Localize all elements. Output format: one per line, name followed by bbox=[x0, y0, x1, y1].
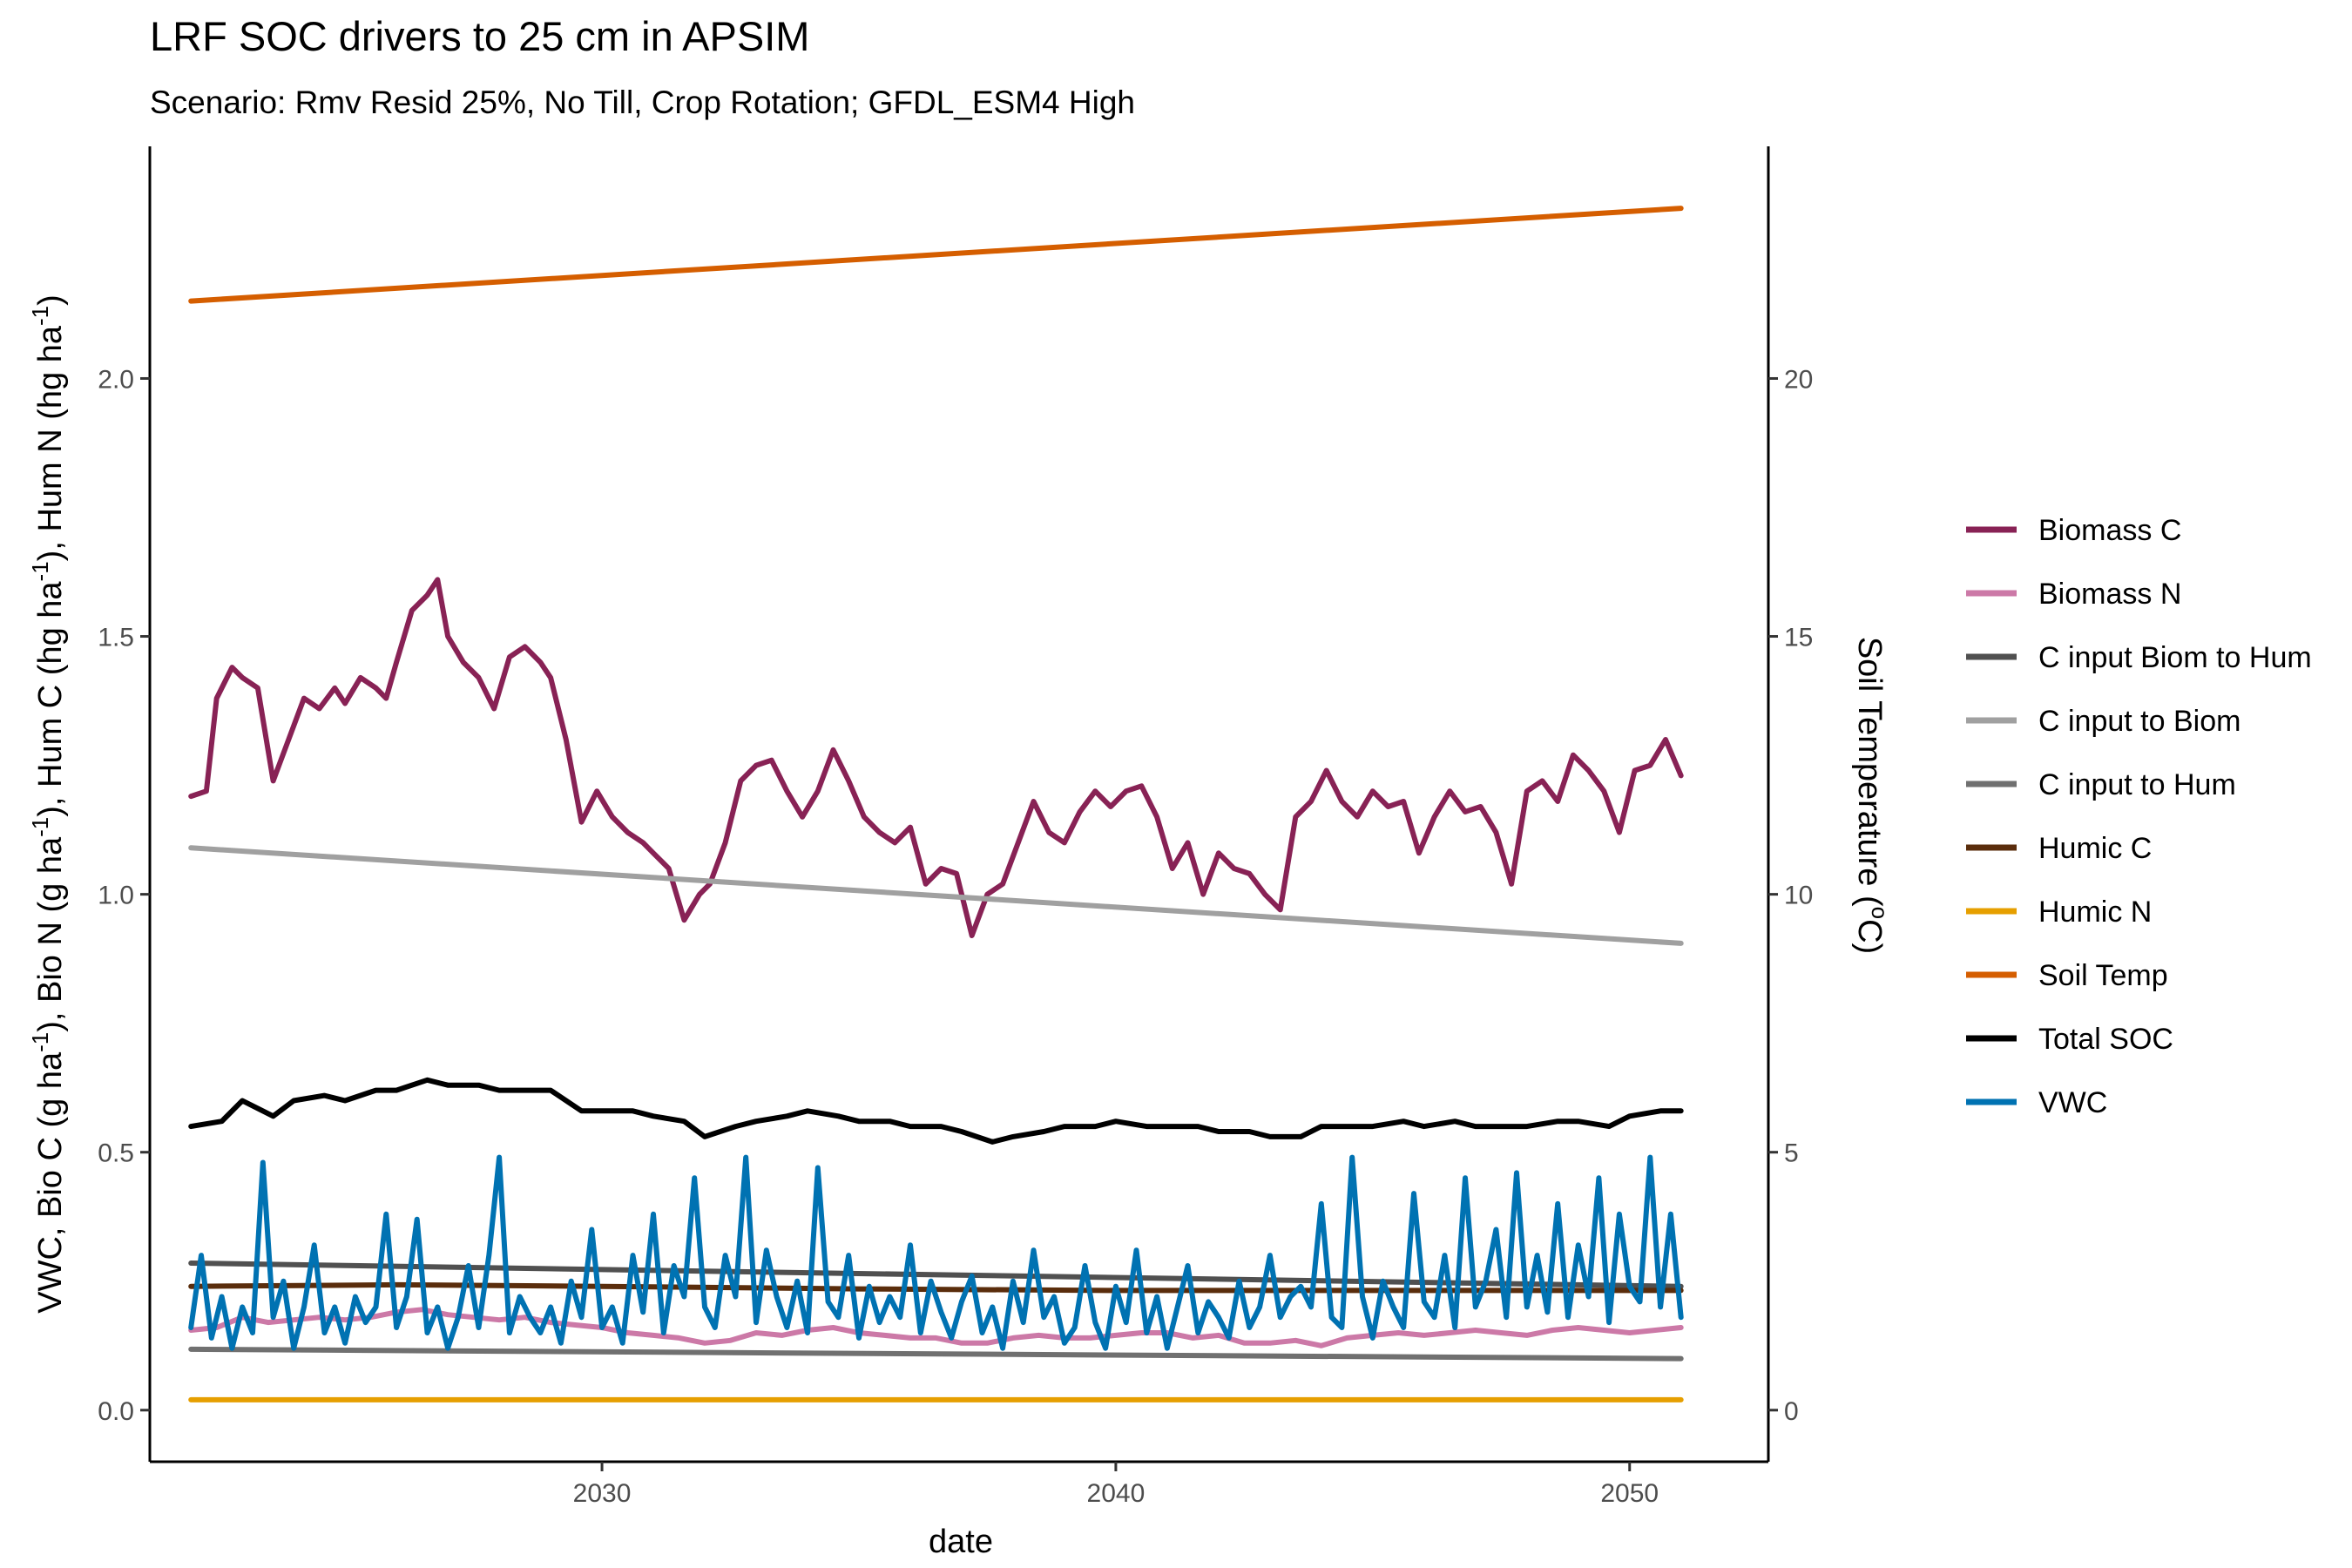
y-tick-label-right: 10 bbox=[1784, 882, 1813, 910]
series-line-biomass-c bbox=[188, 577, 1684, 938]
legend-label-biomass-n: Biomass N bbox=[2038, 578, 2181, 611]
legend-label-c-input-to-hum: C input to Hum bbox=[2038, 768, 2236, 801]
legend-label-soil-temp: Soil Temp bbox=[2038, 959, 2168, 992]
series-line-c-input-to-hum bbox=[188, 1346, 1684, 1362]
y-axis-title-left: VWC, Bio C (g ha-1), Bio N (g ha-1), Hum… bbox=[27, 294, 69, 1314]
y-tick-label-left: 1.0 bbox=[98, 882, 134, 910]
x-tick-label: 2030 bbox=[573, 1479, 632, 1508]
x-tick-label: 2040 bbox=[1087, 1479, 1146, 1508]
series-line-soil-temp bbox=[188, 206, 1684, 304]
y-tick-label-left: 1.5 bbox=[98, 624, 134, 652]
y-tick-label-left: 2.0 bbox=[98, 365, 134, 394]
x-tick-label: 2050 bbox=[1600, 1479, 1659, 1508]
legend-label-c-input-biom-to-hum: C input Biom to Hum bbox=[2038, 641, 2312, 674]
series-line-vwc bbox=[188, 1154, 1684, 1351]
legend: Biomass C Biomass N C input Biom to Hum C i… bbox=[1966, 514, 2312, 1119]
axes-layer: 2030 2040 2050 0.0 0.5 1.0 1.5 2.0 0 5 10 15 20 bbox=[98, 146, 1813, 1508]
legend-label-humic-n: Humic N bbox=[2038, 896, 2152, 929]
series-line-humic-c bbox=[188, 1281, 1684, 1294]
y-tick-label-right: 5 bbox=[1784, 1139, 1799, 1168]
chart-subtitle: Scenario: Rmv Resid 25%, No Till, Crop R… bbox=[150, 84, 1135, 120]
legend-label-c-input-to-biom: C input to Biom bbox=[2038, 705, 2240, 738]
chart-title: LRF SOC drivers to 25 cm in APSIM bbox=[150, 13, 809, 59]
y-tick-label-left: 0.5 bbox=[98, 1139, 134, 1168]
legend-label-humic-c: Humic C bbox=[2038, 832, 2152, 865]
legend-label-biomass-c: Biomass C bbox=[2038, 514, 2181, 547]
series-line-c-input-biom-to-hum bbox=[188, 1260, 1684, 1289]
series-layer bbox=[188, 206, 1684, 1402]
y-tick-label-right: 15 bbox=[1784, 624, 1813, 652]
y-tick-label-right: 20 bbox=[1784, 365, 1813, 394]
y-axis-title-right: Soil Temperature (oC) bbox=[1851, 637, 1893, 954]
x-axis-title: date bbox=[929, 1524, 993, 1560]
y-tick-label-left: 0.0 bbox=[98, 1397, 134, 1426]
series-line-c-input-to-biom bbox=[188, 845, 1684, 946]
legend-label-total-soc: Total SOC bbox=[2038, 1023, 2173, 1056]
series-line-total-soc bbox=[188, 1077, 1684, 1145]
legend-label-vwc: VWC bbox=[2038, 1086, 2107, 1119]
y-tick-label-right: 0 bbox=[1784, 1397, 1799, 1426]
